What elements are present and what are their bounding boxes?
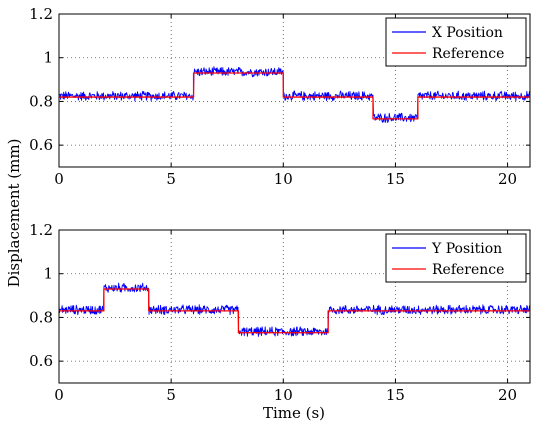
y-tick-label: 1 xyxy=(43,265,53,283)
subplot-x-position: 0 5 10 15 20 0.6 0.8 1 1.2 X Position Reference xyxy=(29,5,531,188)
x-tick-label: 15 xyxy=(386,386,405,404)
y-tick-label: 0.6 xyxy=(29,352,53,370)
legend-y-position: Y Position Reference xyxy=(385,233,527,283)
x-tick-label: 20 xyxy=(498,170,517,188)
legend-label: Reference xyxy=(432,262,504,278)
series-y-position xyxy=(58,282,531,337)
legend-label: Reference xyxy=(432,46,504,62)
legend-label: X Position xyxy=(432,25,503,41)
subplot-y-position: 0 5 10 15 20 0.6 0.8 1 1.2 Y Position Reference xyxy=(29,221,531,404)
x-tick-label: 5 xyxy=(166,170,176,188)
y-tick-label: 0.8 xyxy=(29,92,53,110)
x-tick-label: 0 xyxy=(54,170,64,188)
axes-frame-x-position xyxy=(58,13,531,168)
y-axis-label: Displacement (mm) xyxy=(5,139,23,288)
ticks-x-position: 0 5 10 15 20 0.6 0.8 1 1.2 xyxy=(29,5,530,188)
legend-box xyxy=(385,233,527,283)
y-tick-label: 1 xyxy=(43,49,53,67)
legend-x-position: X Position Reference xyxy=(385,17,527,67)
x-tick-label: 10 xyxy=(274,386,293,404)
legend-box xyxy=(385,17,527,67)
x-axis-label: Time (s) xyxy=(263,404,325,422)
y-tick-label: 1.2 xyxy=(29,221,53,239)
legend-label: Y Position xyxy=(431,241,502,257)
x-tick-label: 20 xyxy=(498,386,517,404)
series-line-y-position xyxy=(58,282,531,337)
x-tick-label: 5 xyxy=(166,386,176,404)
series-line-x-position xyxy=(58,66,531,123)
series-x-position xyxy=(58,66,531,123)
series-line-reference xyxy=(59,72,530,120)
axes-frame-y-position xyxy=(58,229,531,384)
x-tick-label: 10 xyxy=(274,170,293,188)
y-tick-label: 1.2 xyxy=(29,5,53,23)
x-tick-label: 15 xyxy=(386,170,405,188)
series-line-reference xyxy=(59,288,530,334)
y-tick-label: 0.6 xyxy=(29,136,53,154)
x-tick-label: 0 xyxy=(54,386,64,404)
y-tick-label: 0.8 xyxy=(29,308,53,326)
ticks-y-position: 0 5 10 15 20 0.6 0.8 1 1.2 xyxy=(29,221,530,404)
